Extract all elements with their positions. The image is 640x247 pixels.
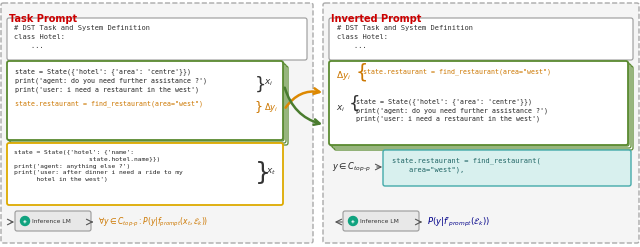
Text: $\{$: $\{$: [348, 93, 359, 113]
Circle shape: [20, 217, 29, 226]
Text: $x_i$: $x_i$: [264, 78, 273, 88]
FancyBboxPatch shape: [12, 66, 288, 145]
FancyBboxPatch shape: [1, 3, 313, 243]
FancyBboxPatch shape: [7, 143, 283, 205]
Text: state.restaurant = find_restaurant(area="west"): state.restaurant = find_restaurant(area=…: [363, 69, 551, 75]
Text: ◈: ◈: [351, 219, 355, 224]
FancyBboxPatch shape: [329, 18, 633, 60]
FancyBboxPatch shape: [7, 18, 307, 60]
Text: state.restaurant = find_restaurant(
    area="west"),: state.restaurant = find_restaurant( area…: [392, 157, 541, 173]
Text: $\}$: $\}$: [254, 99, 262, 115]
FancyBboxPatch shape: [334, 66, 633, 150]
FancyBboxPatch shape: [10, 64, 286, 143]
Text: $\forall y \in C_{top\text{-}p} : P(y|f_{prompt}(x_t, \mathcal{E}_k))$: $\forall y \in C_{top\text{-}p} : P(y|f_…: [98, 215, 209, 228]
Text: state = State({'hotel': {'area': 'centre'}})
print('agent: do you need further a: state = State({'hotel': {'area': 'centre…: [15, 68, 207, 93]
Text: # DST Task and System Definition
class Hotel:
    ...: # DST Task and System Definition class H…: [337, 25, 473, 48]
FancyBboxPatch shape: [383, 150, 631, 186]
FancyBboxPatch shape: [8, 62, 284, 141]
Text: Inference LM: Inference LM: [360, 219, 399, 224]
FancyBboxPatch shape: [15, 211, 91, 231]
Circle shape: [349, 217, 358, 226]
FancyBboxPatch shape: [330, 62, 629, 146]
FancyBboxPatch shape: [7, 61, 283, 140]
Text: # DST Task and System Definition
class Hotel:
    ...: # DST Task and System Definition class H…: [14, 25, 150, 48]
FancyBboxPatch shape: [329, 61, 628, 145]
Text: state = State({'hotel': {'area': 'centre'}})
print('agent: do you need further a: state = State({'hotel': {'area': 'centre…: [356, 98, 548, 122]
FancyBboxPatch shape: [323, 3, 639, 243]
Text: $\Delta y_i$: $\Delta y_i$: [264, 101, 278, 114]
Text: Inference LM: Inference LM: [32, 219, 71, 224]
Text: ◈: ◈: [23, 219, 27, 224]
Text: $\}$: $\}$: [254, 74, 265, 94]
Text: Task Prompt: Task Prompt: [9, 14, 77, 24]
FancyBboxPatch shape: [332, 64, 631, 148]
Text: Inverted Prompt: Inverted Prompt: [331, 14, 421, 24]
Text: $y \in C_{top\text{-}p}$: $y \in C_{top\text{-}p}$: [332, 161, 371, 174]
FancyBboxPatch shape: [343, 211, 419, 231]
Text: $x_i$: $x_i$: [336, 103, 346, 114]
Text: $\{$: $\{$: [355, 61, 367, 83]
Text: state.restaurant = find_restaurant(area="west"): state.restaurant = find_restaurant(area=…: [15, 100, 203, 107]
Text: $P(y|f'_{prompt}(\mathcal{E}_k))$: $P(y|f'_{prompt}(\mathcal{E}_k))$: [427, 215, 490, 228]
Text: state = State({'hotel': {'name':
                    state.hotel.name}})
print(': state = State({'hotel': {'name': state.h…: [14, 150, 183, 182]
Text: $\}$: $\}$: [254, 159, 269, 185]
Text: $\Delta y_i$: $\Delta y_i$: [336, 68, 351, 82]
Text: $x_t$: $x_t$: [266, 167, 276, 177]
